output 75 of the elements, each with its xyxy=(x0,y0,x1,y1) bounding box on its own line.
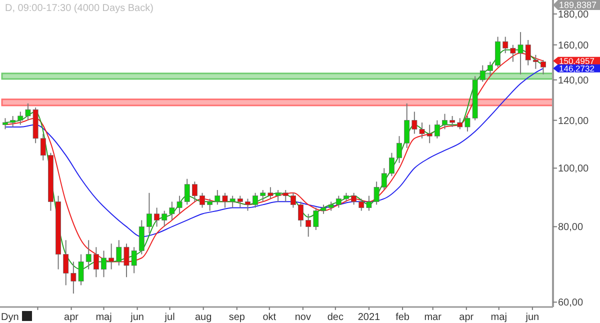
annotation: 150,4957 xyxy=(559,56,595,66)
candlestick xyxy=(214,190,220,206)
y-tick-label: 60,00 xyxy=(558,298,584,309)
candlestick xyxy=(502,36,508,54)
candlestick xyxy=(200,192,205,208)
candlestick xyxy=(86,240,92,270)
text: 189,8387 xyxy=(559,0,597,10)
candlestick xyxy=(207,198,213,212)
candlestick xyxy=(442,113,448,130)
y-tick-label: 100,00 xyxy=(558,164,590,175)
candlestick xyxy=(237,195,243,208)
candlestick xyxy=(252,192,258,208)
candlestick xyxy=(525,39,531,66)
candlestick xyxy=(381,168,387,191)
candlestick xyxy=(260,190,266,202)
candlestick xyxy=(184,178,190,206)
candlestick xyxy=(10,115,16,128)
candlestick xyxy=(222,192,228,208)
x-tick-label: apr xyxy=(64,312,80,323)
x-tick-label: feb xyxy=(396,312,410,323)
y-tick-label: 180,00 xyxy=(558,9,590,20)
candlestick xyxy=(162,210,168,228)
text: Dyn xyxy=(1,312,19,323)
candlestick xyxy=(93,246,99,278)
candlestick xyxy=(396,136,402,164)
x-tick-label: aug xyxy=(195,312,212,323)
candlestick xyxy=(404,102,410,148)
x-tick-label: dec xyxy=(327,312,344,323)
x-tick-label: sep xyxy=(228,312,246,323)
candlestick xyxy=(63,240,69,286)
x-tick-label: maj xyxy=(490,312,507,323)
y-tick-label: 120,00 xyxy=(558,116,590,127)
candlestick xyxy=(328,201,334,212)
candlestick xyxy=(18,111,24,126)
candlestick xyxy=(457,118,463,130)
candlestick xyxy=(154,207,160,228)
candlestick xyxy=(40,133,46,161)
candlestick xyxy=(336,195,342,208)
candlestick xyxy=(116,240,122,266)
x-tick-label: maj xyxy=(96,312,112,323)
candlestick xyxy=(282,190,288,202)
candlestick xyxy=(290,192,296,208)
candlestick xyxy=(540,60,546,75)
candlestick xyxy=(426,124,432,144)
candlestick xyxy=(101,250,106,278)
chart-title: D, 09:00-17:30 (4000 Days Back) xyxy=(5,3,154,14)
candlestick xyxy=(298,201,304,228)
x-tick-label: nov xyxy=(294,312,311,323)
candlestick xyxy=(358,198,364,212)
x-tick-label: okt xyxy=(262,312,276,323)
candlestick xyxy=(532,54,538,70)
x-tick-label: jun xyxy=(524,312,540,323)
y-tick-label: 80,00 xyxy=(558,222,584,234)
candlestick xyxy=(245,198,250,212)
candlestick xyxy=(146,192,152,234)
candlestick xyxy=(434,120,440,139)
y-tick-label: 140,00 xyxy=(558,75,590,86)
candlestick xyxy=(495,36,500,68)
candlestick xyxy=(2,118,8,130)
candlestick xyxy=(108,243,114,270)
x-tick-label: jul xyxy=(164,312,175,323)
x-tick-label: apr xyxy=(459,312,474,323)
x-tick-label: mar xyxy=(424,312,442,323)
candlestick xyxy=(230,195,236,208)
x-tick-label: jun xyxy=(130,312,144,323)
candlestick xyxy=(450,115,456,128)
candlestick xyxy=(389,152,394,177)
x-tick-label: 2021 xyxy=(358,312,381,323)
candlestick xyxy=(488,61,493,77)
candlestick xyxy=(192,181,198,202)
candlestick xyxy=(480,64,486,82)
annotation: 146,2732 xyxy=(559,63,595,74)
candlestick xyxy=(306,213,312,238)
candlestick xyxy=(351,192,357,206)
y-tick-label: 160,00 xyxy=(558,40,590,52)
